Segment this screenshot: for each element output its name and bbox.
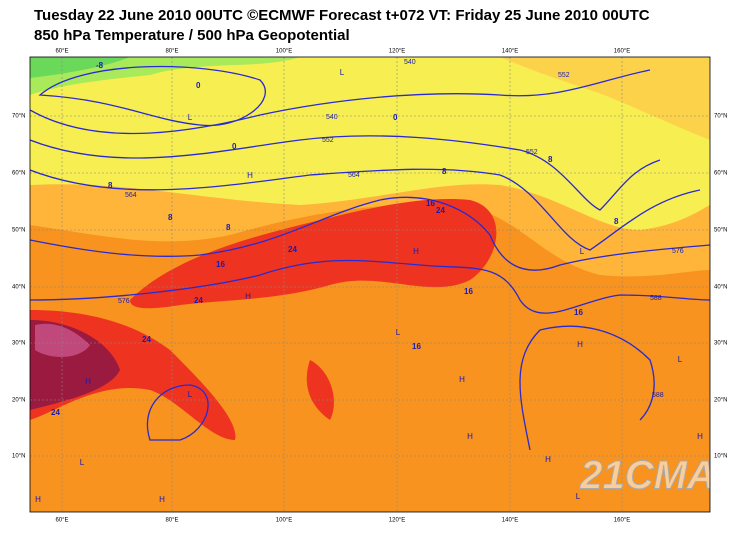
title: Tuesday 22 June 2010 00UTC ©ECMWF Foreca…: [34, 7, 650, 24]
lat-label: 20°N: [714, 398, 727, 404]
lat-label: 10°N: [714, 454, 727, 460]
low-marker: L: [678, 355, 683, 364]
contour-label: 24: [194, 296, 203, 305]
low-marker: L: [80, 458, 85, 467]
contour-label: 8: [548, 155, 553, 164]
lat-label: 50°N: [714, 228, 727, 234]
lon-label: 100°E: [276, 49, 292, 55]
lat-label: 60°N: [714, 171, 727, 177]
contour-label: 16: [426, 199, 435, 208]
contour-label: 8: [442, 167, 447, 176]
subtitle: 850 hPa Temperature / 500 hPa Geopotenti…: [34, 27, 350, 44]
lon-label: 140°E: [502, 518, 518, 524]
contour-label: 0: [232, 142, 237, 151]
lat-label: 30°N: [12, 341, 25, 347]
contour-label: 24: [436, 206, 445, 215]
contour-label: 588: [652, 392, 664, 399]
pressure-centres: L L H L H H L H H H L L H L H H H L H: [35, 68, 703, 504]
contour-label: 8: [108, 181, 113, 190]
contour-label: 24: [142, 335, 151, 344]
high-marker: H: [85, 377, 91, 386]
contour-label: 16: [464, 287, 473, 296]
high-marker: H: [247, 171, 253, 180]
low-marker: L: [576, 492, 581, 501]
lat-label: 20°N: [12, 398, 25, 404]
contour-label: 564: [348, 172, 360, 179]
contour-label: 564: [125, 192, 137, 199]
contour-label: 0: [196, 81, 201, 90]
latitude-axis: 70°N 60°N 50°N 40°N 30°N 20°N 10°N 70°N …: [12, 114, 727, 460]
high-marker: H: [413, 247, 419, 256]
lat-label: 70°N: [12, 114, 25, 120]
high-marker: H: [159, 495, 165, 504]
low-marker: L: [580, 247, 585, 256]
contour-label: 16: [216, 260, 225, 269]
contour-label: 8: [168, 213, 173, 222]
lon-label: 120°E: [389, 518, 405, 524]
high-marker: H: [697, 432, 703, 441]
high-marker: H: [35, 495, 41, 504]
contour-label: 16: [574, 308, 583, 317]
contour-label: 16: [412, 342, 421, 351]
lat-label: 40°N: [714, 285, 727, 291]
lat-label: 60°N: [12, 171, 25, 177]
lon-label: 80°E: [165, 518, 178, 524]
contour-label: 540: [404, 59, 416, 66]
contour-label: 8: [226, 223, 231, 232]
geopotential-labels: 540 540 552 552 552 564 564 576 576 588 …: [118, 59, 684, 399]
high-marker: H: [467, 432, 473, 441]
low-marker: L: [340, 68, 345, 77]
lat-label: 40°N: [12, 285, 25, 291]
contour-label: 576: [118, 298, 130, 305]
temperature-labels: -8 0 0 0 8 8 8 8 8 8 16 16 16 16 16 24 2…: [51, 61, 619, 417]
contour-label: 24: [288, 245, 297, 254]
contour-label: 552: [526, 149, 538, 156]
contour-label: 0: [393, 113, 398, 122]
lon-label: 140°E: [502, 49, 518, 55]
lat-label: 10°N: [12, 454, 25, 460]
lat-label: 70°N: [714, 114, 727, 120]
longitude-axis: 60°E 80°E 100°E 120°E 140°E 160°E 60°E 8…: [55, 49, 630, 524]
watermark: 21CMA: [579, 454, 716, 498]
lon-label: 160°E: [614, 518, 630, 524]
map-area: -8 0 0 0 8 8 8 8 8 8 16 16 16 16 16 24 2…: [30, 57, 716, 512]
contour-label: 540: [326, 114, 338, 121]
contour-label: 24: [51, 408, 60, 417]
lon-label: 120°E: [389, 49, 405, 55]
contour-label: -8: [96, 61, 104, 70]
high-marker: H: [459, 375, 465, 384]
contour-label: 588: [650, 295, 662, 302]
high-marker: H: [245, 292, 251, 301]
contour-label: 576: [672, 248, 684, 255]
lon-label: 100°E: [276, 518, 292, 524]
lon-label: 60°E: [55, 49, 68, 55]
low-marker: L: [396, 328, 401, 337]
low-marker: L: [188, 390, 193, 399]
low-marker: L: [188, 113, 193, 122]
contour-label: 552: [322, 137, 334, 144]
lon-label: 80°E: [165, 49, 178, 55]
high-marker: H: [545, 455, 551, 464]
high-marker: H: [577, 340, 583, 349]
lat-label: 50°N: [12, 228, 25, 234]
lon-label: 60°E: [55, 518, 68, 524]
contour-label: 8: [614, 217, 619, 226]
contour-label: 552: [558, 72, 570, 79]
lon-label: 160°E: [614, 49, 630, 55]
lat-label: 30°N: [714, 341, 727, 347]
